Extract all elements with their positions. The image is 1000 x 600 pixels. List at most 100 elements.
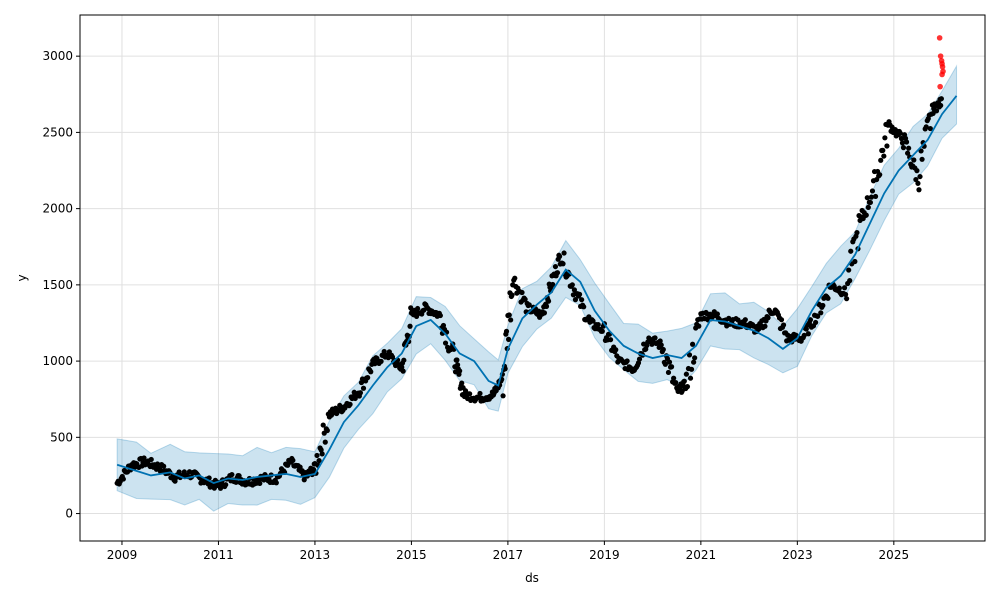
observed-point <box>815 313 821 319</box>
observed-point <box>440 322 447 329</box>
observed-point <box>805 331 811 337</box>
observed-point <box>652 335 658 341</box>
observed-point <box>526 302 532 308</box>
observed-point <box>880 147 886 153</box>
observed-point <box>765 315 771 321</box>
observed-point <box>454 362 461 368</box>
observed-point <box>847 278 853 284</box>
observed-point <box>803 326 809 332</box>
x-tick-label: 2013 <box>300 548 331 562</box>
observed-point <box>742 317 748 323</box>
observed-point <box>314 452 320 459</box>
observed-point <box>599 328 605 334</box>
observed-point <box>905 150 911 156</box>
x-tick-label: 2015 <box>396 548 427 562</box>
observed-point <box>691 359 697 365</box>
observed-point <box>595 322 601 328</box>
y-tick-label: 0 <box>65 507 73 521</box>
outlier-point <box>939 71 945 78</box>
y-tick-label: 2500 <box>42 125 73 139</box>
observed-point <box>899 140 906 146</box>
observed-point <box>906 145 912 151</box>
observed-point <box>508 317 514 323</box>
observed-point <box>911 157 917 163</box>
observed-point <box>141 455 147 461</box>
observed-point <box>176 469 182 475</box>
x-axis-ticks: 2009 2011 2013 2015 2017 2019 2021 2023 2025 <box>107 541 909 562</box>
observed-point <box>512 275 518 281</box>
observed-point <box>381 348 387 355</box>
outlier-point <box>939 64 946 70</box>
observed-point <box>868 194 875 200</box>
observed-point <box>658 342 664 348</box>
observed-point <box>322 439 328 445</box>
x-tick-label: 2017 <box>493 548 524 562</box>
x-tick-label: 2019 <box>589 548 620 562</box>
observed-point <box>884 143 890 149</box>
observed-point <box>522 296 528 302</box>
observed-point <box>683 371 689 377</box>
observed-point <box>509 292 515 298</box>
observed-point <box>454 357 460 363</box>
observed-point <box>927 125 933 132</box>
observed-point <box>552 263 559 270</box>
observed-point <box>813 319 819 326</box>
x-tick-label: 2011 <box>203 548 234 562</box>
observed-point <box>505 336 512 342</box>
observed-point <box>285 462 291 468</box>
observed-point <box>688 366 695 372</box>
observed-point <box>503 328 510 334</box>
observed-point <box>290 457 296 463</box>
observed-point <box>576 291 583 297</box>
observed-point <box>357 390 364 396</box>
y-axis-label: y <box>15 274 29 281</box>
observed-point <box>319 451 325 457</box>
observed-point <box>877 172 883 178</box>
observed-point <box>561 250 567 256</box>
observed-point <box>687 375 694 381</box>
observed-point <box>649 341 655 347</box>
observed-point <box>878 157 884 163</box>
observed-point <box>919 156 925 162</box>
observed-point <box>915 180 921 186</box>
observed-point <box>692 355 698 361</box>
observed-point <box>923 124 929 130</box>
observed-point <box>257 480 263 487</box>
plot-frame <box>79 14 986 542</box>
x-tick-label: 2023 <box>782 548 813 562</box>
y-tick-label: 2000 <box>42 202 73 216</box>
observed-point <box>236 473 242 479</box>
observed-point <box>519 289 525 296</box>
outlier-points <box>936 35 946 90</box>
observed-point <box>233 479 239 485</box>
observed-point <box>882 135 888 141</box>
observed-point <box>607 337 614 343</box>
observed-point <box>778 317 785 323</box>
observed-point <box>477 390 483 397</box>
observed-point <box>662 361 668 367</box>
observed-point <box>917 173 923 180</box>
observed-point <box>310 466 317 473</box>
observed-point <box>852 258 858 265</box>
observed-point <box>714 311 721 317</box>
observed-point <box>872 193 879 200</box>
observed-point <box>550 281 556 288</box>
observed-point <box>900 144 907 151</box>
observed-point <box>933 108 940 114</box>
observed-point <box>836 285 842 291</box>
observed-point <box>572 297 579 303</box>
observed-point <box>898 135 905 142</box>
observed-point <box>399 364 405 370</box>
x-tick-label: 2021 <box>686 548 717 562</box>
observed-point <box>316 457 322 464</box>
observed-point <box>665 369 672 376</box>
observed-point <box>671 375 677 381</box>
observed-point <box>865 204 871 210</box>
observed-point <box>918 148 924 154</box>
y-axis-ticks: 0 500 1000 1500 2000 2500 3000 <box>42 49 80 521</box>
y-tick-label: 1500 <box>42 278 73 292</box>
outlier-point <box>937 53 944 59</box>
observed-point <box>579 297 585 303</box>
